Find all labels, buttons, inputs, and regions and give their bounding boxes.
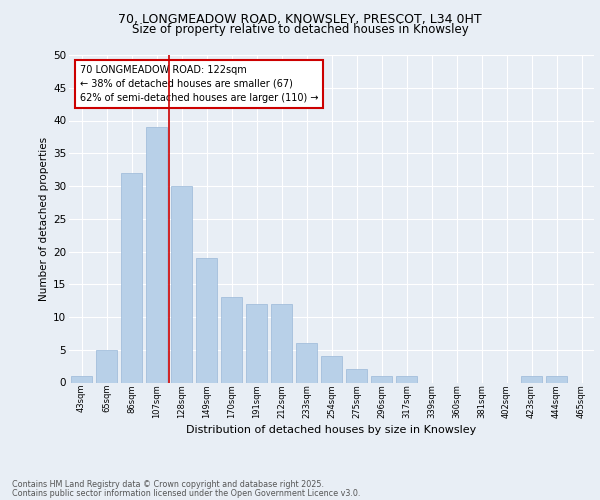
Bar (71, 376, 92, 382)
Text: Contains HM Land Registry data © Crown copyright and database right 2025.: Contains HM Land Registry data © Crown c… (12, 480, 324, 489)
Bar (146, 127, 167, 382)
X-axis label: Distribution of detached houses by size in Knowsley: Distribution of detached houses by size … (187, 424, 476, 434)
Bar (246, 304, 267, 382)
Bar (271, 304, 292, 382)
Bar (396, 376, 417, 382)
Bar (196, 258, 217, 382)
Bar (321, 356, 342, 382)
Text: 70 LONGMEADOW ROAD: 122sqm
← 38% of detached houses are smaller (67)
62% of semi: 70 LONGMEADOW ROAD: 122sqm ← 38% of deta… (79, 65, 318, 103)
Bar (96, 350, 117, 382)
Bar (546, 376, 567, 382)
Bar (346, 370, 367, 382)
Bar (371, 376, 392, 382)
Bar (521, 376, 542, 382)
Bar (171, 186, 192, 382)
Text: 70, LONGMEADOW ROAD, KNOWSLEY, PRESCOT, L34 0HT: 70, LONGMEADOW ROAD, KNOWSLEY, PRESCOT, … (118, 12, 482, 26)
Text: Size of property relative to detached houses in Knowsley: Size of property relative to detached ho… (131, 22, 469, 36)
Bar (121, 173, 142, 382)
Bar (221, 298, 242, 382)
Bar (296, 343, 317, 382)
Text: Contains public sector information licensed under the Open Government Licence v3: Contains public sector information licen… (12, 488, 361, 498)
Y-axis label: Number of detached properties: Number of detached properties (39, 136, 49, 301)
